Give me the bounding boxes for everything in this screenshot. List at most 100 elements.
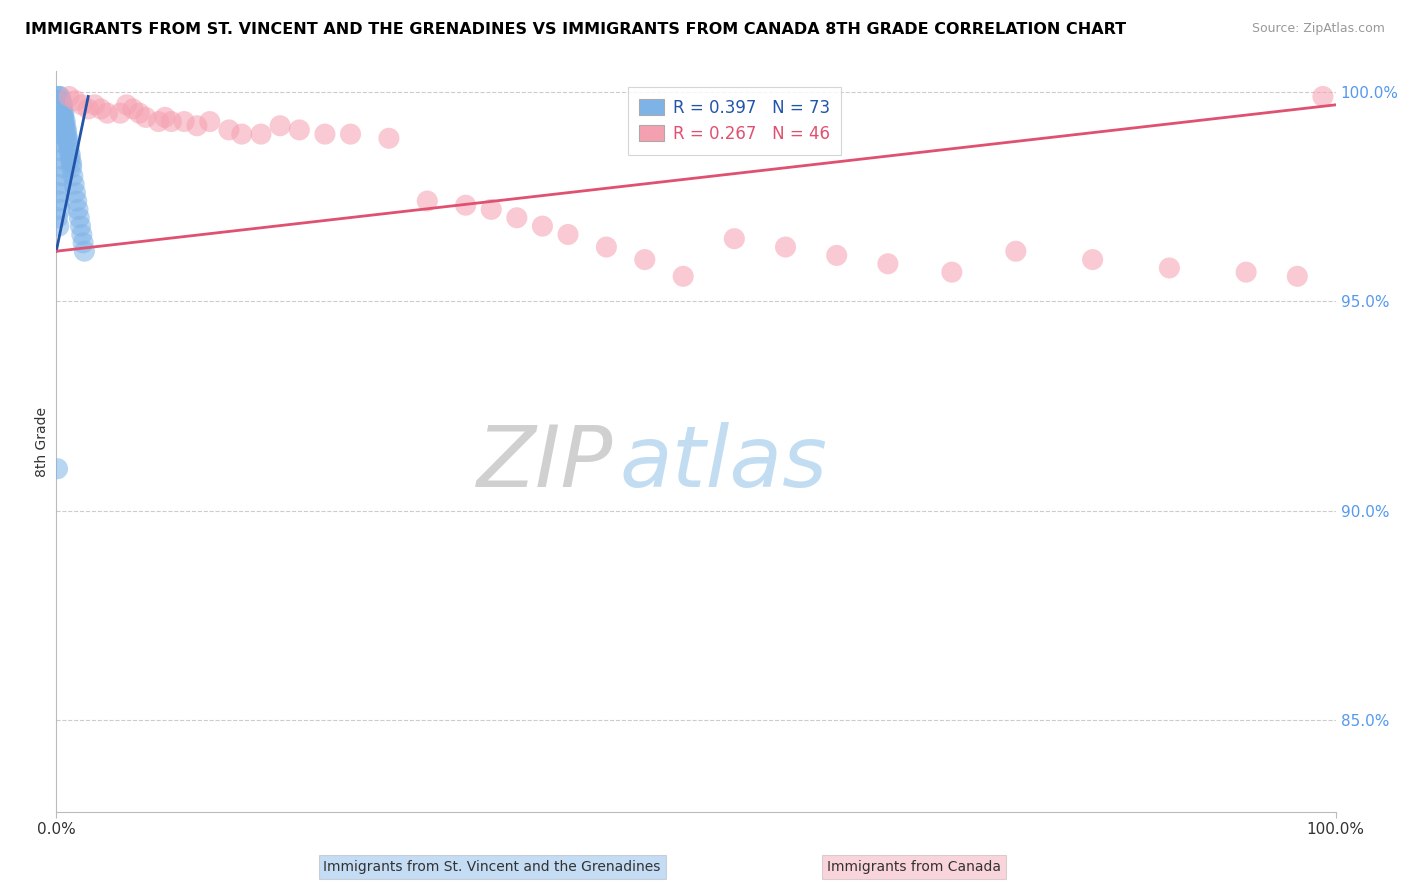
- Point: [46, 94, 69, 108]
- Point: [59, 152, 82, 166]
- Point: [51, 102, 73, 116]
- Point: [55, 123, 77, 137]
- Point: [55, 131, 77, 145]
- Point: [186, 119, 208, 133]
- Point: [825, 248, 848, 262]
- Point: [49, 98, 72, 112]
- Point: [49, 89, 72, 103]
- Point: [49, 114, 72, 128]
- Point: [48, 194, 70, 208]
- Point: [378, 131, 401, 145]
- Point: [557, 227, 579, 242]
- Point: [52, 161, 75, 175]
- Point: [250, 127, 273, 141]
- Point: [51, 114, 73, 128]
- Point: [52, 111, 75, 125]
- Point: [69, 219, 91, 234]
- Point: [53, 114, 76, 128]
- Point: [60, 161, 83, 175]
- Point: [49, 202, 72, 217]
- Legend: R = 0.397   N = 73, R = 0.267   N = 46: R = 0.397 N = 73, R = 0.267 N = 46: [627, 87, 841, 155]
- Point: [148, 114, 170, 128]
- Point: [1081, 252, 1104, 267]
- Point: [173, 114, 195, 128]
- Point: [65, 186, 87, 200]
- Point: [49, 102, 72, 116]
- Point: [83, 98, 105, 112]
- Point: [288, 123, 311, 137]
- Point: [941, 265, 963, 279]
- Point: [51, 94, 73, 108]
- Point: [49, 127, 72, 141]
- Point: [58, 89, 80, 103]
- Point: [1312, 89, 1334, 103]
- Point: [51, 152, 73, 166]
- Point: [58, 144, 80, 158]
- Point: [479, 202, 502, 217]
- Point: [55, 127, 77, 141]
- Point: [135, 111, 157, 125]
- Text: atlas: atlas: [619, 422, 827, 505]
- Point: [66, 194, 89, 208]
- Point: [52, 102, 75, 116]
- Point: [72, 235, 94, 250]
- Point: [48, 94, 70, 108]
- Point: [48, 114, 70, 128]
- Point: [48, 219, 70, 234]
- Point: [153, 111, 176, 125]
- Point: [46, 102, 69, 116]
- Point: [48, 89, 70, 103]
- Point: [160, 114, 183, 128]
- Point: [52, 114, 75, 128]
- Point: [52, 106, 75, 120]
- Point: [56, 136, 79, 150]
- Point: [62, 169, 84, 183]
- Point: [49, 106, 72, 120]
- Point: [52, 114, 75, 128]
- Point: [115, 98, 138, 112]
- Point: [416, 194, 439, 208]
- Point: [46, 98, 69, 112]
- Point: [634, 252, 657, 267]
- Point: [58, 139, 80, 153]
- Point: [48, 98, 70, 112]
- Point: [672, 269, 695, 284]
- Point: [52, 169, 75, 183]
- Point: [66, 202, 89, 217]
- Text: Source: ZipAtlas.com: Source: ZipAtlas.com: [1251, 22, 1385, 36]
- Point: [1159, 260, 1181, 275]
- Point: [65, 94, 87, 108]
- Point: [56, 131, 79, 145]
- Point: [48, 111, 70, 125]
- Point: [531, 219, 554, 234]
- Point: [70, 227, 93, 242]
- Point: [52, 106, 75, 120]
- Point: [46, 106, 69, 120]
- Point: [51, 144, 73, 158]
- Point: [51, 111, 73, 125]
- Point: [1286, 269, 1309, 284]
- Point: [48, 186, 70, 200]
- Point: [218, 123, 240, 137]
- Point: [122, 102, 145, 116]
- Point: [52, 119, 75, 133]
- Point: [48, 178, 70, 192]
- Point: [63, 178, 86, 192]
- Point: [60, 156, 83, 170]
- Point: [231, 127, 253, 141]
- Point: [96, 106, 118, 120]
- Point: [70, 98, 93, 112]
- Text: Immigrants from St. Vincent and the Grenadines: Immigrants from St. Vincent and the Gren…: [323, 860, 661, 874]
- Point: [46, 89, 69, 103]
- Point: [53, 119, 76, 133]
- Point: [454, 198, 477, 212]
- Point: [314, 127, 336, 141]
- Text: ZIP: ZIP: [477, 422, 613, 505]
- Point: [1234, 265, 1257, 279]
- Point: [1004, 244, 1026, 259]
- Point: [52, 111, 75, 125]
- Point: [53, 123, 76, 137]
- Point: [877, 257, 900, 271]
- Point: [67, 211, 90, 225]
- Point: [775, 240, 797, 254]
